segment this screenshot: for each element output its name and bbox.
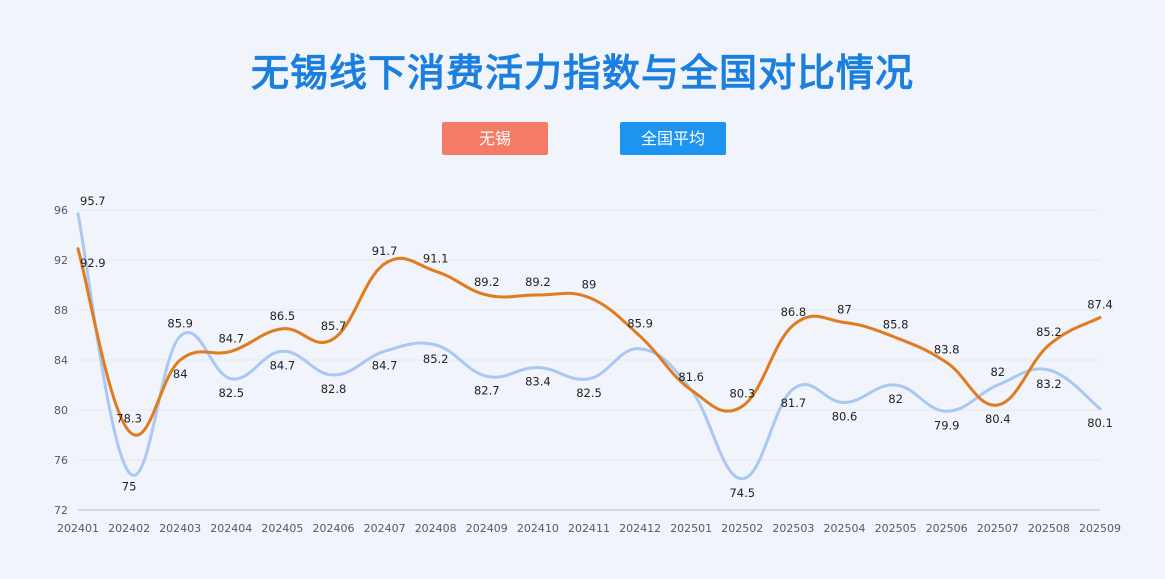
- chart-title: 无锡线下消费活力指数与全国对比情况: [250, 51, 914, 95]
- x-tick-label: 202509: [1079, 522, 1121, 535]
- x-tick-label: 202506: [926, 522, 968, 535]
- data-label-national-average: 80.1: [1087, 416, 1113, 430]
- data-label-national-average: 82.5: [576, 386, 602, 400]
- y-tick-label: 88: [54, 304, 68, 317]
- data-label-wuxi: 89.2: [525, 275, 551, 289]
- x-tick-label: 202503: [772, 522, 814, 535]
- x-tick-label: 202404: [210, 522, 252, 535]
- grid-lines: [78, 209, 1100, 461]
- data-label-national-average: 84.7: [270, 358, 296, 372]
- data-label-national-average: 85.2: [423, 352, 449, 366]
- series-lines: [76, 212, 1102, 481]
- x-tick-label: 202505: [875, 522, 917, 535]
- data-label-wuxi: 84: [173, 367, 188, 381]
- x-tick-label: 202405: [261, 522, 303, 535]
- data-label-national-average: 80.6: [832, 410, 858, 424]
- data-label-wuxi: 84.7: [218, 331, 244, 345]
- series-line-national-average: [76, 212, 1102, 481]
- data-label-national-average: 83.2: [1036, 377, 1062, 391]
- data-label-wuxi: 92.9: [80, 256, 106, 270]
- data-label-national-average: 83.4: [525, 375, 551, 389]
- data-label-wuxi: 83.8: [934, 343, 960, 357]
- data-label-wuxi: 78.3: [116, 411, 142, 425]
- y-tick-label: 96: [54, 204, 68, 217]
- data-label-national-average: 74.5: [729, 486, 755, 500]
- data-label-national-average: 81.6: [678, 370, 704, 384]
- data-label-national-average: 82.7: [474, 383, 500, 397]
- series-line-wuxi: [76, 247, 1102, 437]
- legend-item-national-average[interactable]: 全国平均: [620, 122, 726, 155]
- data-label-national-average: 81.7: [781, 396, 807, 410]
- data-labels: 92.9 78.3 84 84.7 86.5 85.7 91.7 91.1 89.2 89.2 89…: [80, 194, 1113, 500]
- data-label-wuxi: 91.7: [372, 244, 398, 258]
- data-label-wuxi: 86.8: [781, 305, 807, 319]
- axes: 72 76 80 84 88 92 96 202401 202402 202403 202404 20…: [54, 204, 1121, 535]
- data-label-national-average: 95.7: [80, 194, 106, 208]
- x-tick-label: 202508: [1028, 522, 1070, 535]
- y-tick-label: 80: [54, 404, 68, 417]
- data-label-national-average: 82.5: [218, 386, 244, 400]
- data-label-wuxi: 89.2: [474, 275, 500, 289]
- data-label-wuxi: 91.1: [423, 251, 449, 265]
- data-label-wuxi: 85.7: [321, 319, 347, 333]
- y-tick-label: 72: [54, 504, 68, 517]
- x-tick-label: 202412: [619, 522, 661, 535]
- data-label-wuxi: 86.5: [270, 309, 296, 323]
- x-tick-label: 202504: [824, 522, 866, 535]
- x-tick-label: 202408: [415, 522, 457, 535]
- data-label-wuxi: 85.2: [1036, 325, 1062, 339]
- x-tick-label: 202409: [466, 522, 508, 535]
- data-label-national-average: 75: [122, 480, 137, 494]
- x-tick-label: 202411: [568, 522, 610, 535]
- y-tick-label: 84: [54, 354, 68, 367]
- data-label-wuxi: 89: [582, 278, 597, 292]
- data-label-national-average: 84.7: [372, 358, 398, 372]
- data-label-wuxi: 87.4: [1087, 298, 1113, 312]
- data-label-national-average: 82.8: [321, 382, 347, 396]
- x-tick-label: 202401: [57, 522, 99, 535]
- data-label-national-average: 79.9: [934, 418, 960, 432]
- y-tick-label: 92: [54, 254, 68, 267]
- data-label-wuxi: 85.9: [627, 316, 653, 330]
- legend-item-wuxi[interactable]: 无锡: [442, 122, 548, 155]
- x-tick-label: 202502: [721, 522, 763, 535]
- x-tick-label: 202410: [517, 522, 559, 535]
- x-tick-label: 202407: [364, 522, 406, 535]
- data-label-wuxi: 85.8: [883, 318, 909, 332]
- data-label-national-average: 82: [990, 365, 1005, 379]
- x-tick-label: 202402: [108, 522, 150, 535]
- x-tick-label: 202501: [670, 522, 712, 535]
- y-tick-label: 76: [54, 454, 68, 467]
- data-label-wuxi: 80.4: [985, 412, 1011, 426]
- x-tick-label: 202403: [159, 522, 201, 535]
- data-label-national-average: 85.9: [167, 316, 193, 330]
- data-label-wuxi: 87: [837, 303, 852, 317]
- x-tick-label: 202507: [977, 522, 1019, 535]
- data-label-wuxi: 80.3: [729, 386, 755, 400]
- data-label-national-average: 82: [888, 392, 903, 406]
- x-tick-label: 202406: [313, 522, 355, 535]
